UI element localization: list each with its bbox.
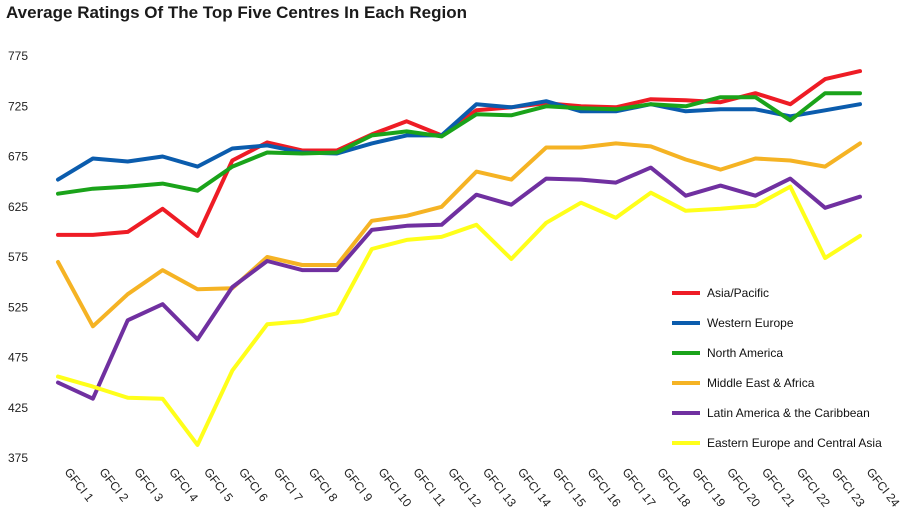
x-tick-label: GFCI 6 [236, 465, 271, 504]
series-lines [56, 69, 862, 447]
chart-title: Average Ratings Of The Top Five Centres … [6, 3, 467, 22]
x-tick-label: GFCI 14 [515, 465, 554, 510]
y-tick-label: 675 [8, 150, 28, 164]
y-tick-label: 475 [8, 351, 28, 365]
x-tick-label: GFCI 13 [480, 465, 519, 510]
series-line [56, 141, 862, 329]
x-tick-label: GFCI 16 [585, 465, 624, 510]
series-line [56, 91, 862, 196]
series-line [56, 99, 862, 182]
y-axis-ticks: 375 425 475 525 575 625 675 725 775 [8, 49, 28, 465]
y-tick-label: 375 [8, 451, 28, 465]
x-tick-label: GFCI 2 [97, 465, 132, 504]
x-tick-label: GFCI 15 [550, 465, 589, 510]
x-tick-label: GFCI 10 [375, 465, 414, 510]
legend-label: Western Europe [707, 316, 794, 330]
x-tick-label: GFCI 20 [724, 465, 763, 510]
x-tick-label: GFCI 17 [620, 465, 659, 510]
x-axis-ticks: GFCI 1 GFCI 2 GFCI 3 GFCI 4 GFCI 5 GFCI 6 GFCI… [62, 465, 900, 510]
x-tick-label: GFCI 22 [794, 465, 833, 510]
x-tick-label: GFCI 5 [201, 465, 236, 504]
x-tick-label: GFCI 23 [829, 465, 868, 510]
y-tick-label: 525 [8, 300, 28, 314]
legend-label: Eastern Europe and Central Asia [707, 436, 882, 450]
x-tick-label: GFCI 8 [306, 465, 341, 504]
x-tick-label: GFCI 9 [341, 465, 376, 504]
legend-label: North America [707, 346, 783, 360]
legend-label: Middle East & Africa [707, 376, 815, 390]
x-tick-label: GFCI 21 [759, 465, 798, 510]
x-tick-label: GFCI 4 [166, 465, 201, 504]
x-tick-label: GFCI 7 [271, 465, 306, 504]
x-tick-label: GFCI 24 [864, 465, 900, 510]
legend-label: Latin America & the Caribbean [707, 406, 870, 420]
series-line [56, 184, 862, 447]
y-tick-label: 725 [8, 99, 28, 113]
legend-label: Asia/Pacific [707, 286, 769, 300]
x-tick-label: GFCI 12 [445, 465, 484, 510]
x-tick-label: GFCI 1 [62, 465, 97, 504]
series-line [56, 165, 862, 401]
y-tick-label: 575 [8, 250, 28, 264]
legend: Asia/Pacific Western Europe North America M… [672, 286, 882, 450]
series-line [56, 69, 862, 238]
x-tick-label: GFCI 3 [131, 465, 166, 504]
x-tick-label: GFCI 11 [410, 465, 449, 509]
y-tick-label: 775 [8, 49, 28, 63]
x-tick-label: GFCI 19 [689, 465, 728, 510]
y-tick-label: 425 [8, 401, 28, 415]
x-tick-label: GFCI 18 [654, 465, 693, 510]
y-tick-label: 625 [8, 200, 28, 214]
